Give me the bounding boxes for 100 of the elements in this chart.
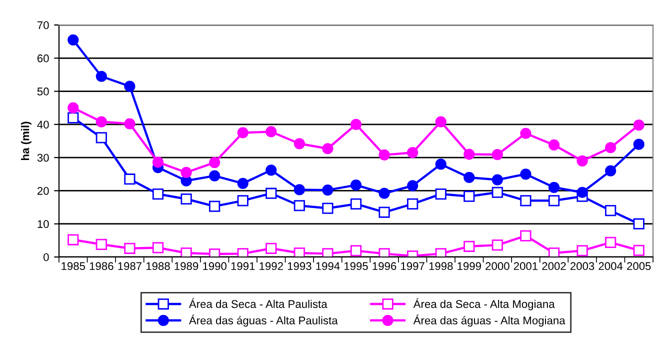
y-tick-label: 60 xyxy=(37,54,49,62)
point xyxy=(378,149,390,160)
point xyxy=(548,182,560,193)
point xyxy=(294,184,305,196)
legend-label: Área da Seca - Alta Paulista xyxy=(188,298,328,308)
point xyxy=(68,234,79,246)
point xyxy=(96,70,107,82)
point xyxy=(435,248,446,257)
x-tick-label: 1992 xyxy=(260,262,283,270)
point xyxy=(322,184,334,196)
point xyxy=(152,156,164,168)
x-tick-label: 1991 xyxy=(231,262,255,270)
legend-label: Área da Seca - Alta Mogiana xyxy=(413,298,555,310)
y-tick-label: 70 xyxy=(37,21,49,30)
point xyxy=(492,149,503,160)
point xyxy=(407,198,418,210)
legend-label: Área das águas - Alta Mogiana xyxy=(413,314,566,327)
point xyxy=(548,195,560,206)
point xyxy=(492,240,503,251)
point xyxy=(633,120,644,131)
point xyxy=(124,174,136,185)
point xyxy=(633,244,644,256)
y-tick-label: 20 xyxy=(37,186,49,195)
y-tick-label: 0 xyxy=(44,253,49,262)
point xyxy=(237,248,248,257)
point xyxy=(180,193,192,205)
point xyxy=(124,80,136,92)
x-tick-label: 1999 xyxy=(458,262,481,270)
point xyxy=(266,242,277,254)
point xyxy=(407,147,418,158)
point xyxy=(492,174,503,186)
point xyxy=(435,158,446,170)
point xyxy=(605,165,616,176)
x-tick-label: 1998 xyxy=(429,262,453,270)
x-tick-label: 2003 xyxy=(570,262,594,270)
point xyxy=(209,156,220,168)
point xyxy=(576,186,588,198)
point xyxy=(605,205,616,216)
point xyxy=(180,166,192,178)
x-tick-label: 2005 xyxy=(627,262,651,270)
point xyxy=(350,198,362,210)
point xyxy=(124,242,136,254)
point xyxy=(633,218,644,230)
point xyxy=(520,195,532,206)
y-axis-title: ha (mil) xyxy=(21,122,32,160)
x-tick-label: 1985 xyxy=(62,262,86,270)
point xyxy=(96,238,107,250)
point xyxy=(378,248,390,257)
x-tick-label: 2002 xyxy=(542,262,566,270)
x-tick-label: 1995 xyxy=(344,262,368,270)
y-tick-label: 30 xyxy=(37,154,49,162)
point xyxy=(266,188,277,199)
point xyxy=(576,245,588,256)
point xyxy=(152,188,164,200)
point xyxy=(237,178,248,189)
x-tick-label: 1997 xyxy=(401,262,424,270)
point xyxy=(520,230,532,242)
point xyxy=(407,180,418,192)
point xyxy=(464,148,475,160)
point xyxy=(294,138,305,150)
point xyxy=(322,202,334,214)
point xyxy=(548,139,560,151)
point xyxy=(378,188,390,199)
point xyxy=(605,236,616,248)
legend-label: Área das águas - Alta Paulista xyxy=(188,314,338,327)
point xyxy=(209,200,220,212)
x-tick-label: 1996 xyxy=(372,262,396,270)
point xyxy=(464,190,475,202)
point xyxy=(152,242,164,254)
point xyxy=(209,248,220,257)
point xyxy=(464,172,475,184)
x-tick-label: 1988 xyxy=(146,262,170,270)
point xyxy=(180,247,192,257)
point xyxy=(548,247,560,257)
point xyxy=(322,143,334,154)
point xyxy=(350,245,362,256)
point xyxy=(633,138,644,150)
x-tick-label: 2004 xyxy=(598,262,623,270)
point xyxy=(209,170,220,182)
point xyxy=(96,132,107,144)
point xyxy=(464,240,475,252)
point xyxy=(294,200,305,212)
x-tick-label: 1993 xyxy=(288,262,312,270)
x-tick-label: 1994 xyxy=(316,262,340,270)
point xyxy=(435,188,446,200)
x-tick-label: 1989 xyxy=(174,262,198,270)
y-tick-label: 40 xyxy=(37,120,49,129)
point xyxy=(68,102,79,114)
point xyxy=(124,118,136,130)
point xyxy=(68,112,79,124)
point xyxy=(266,126,277,138)
x-tick-label: 2001 xyxy=(514,262,538,270)
point xyxy=(520,128,532,139)
point xyxy=(520,168,532,180)
point xyxy=(294,247,305,257)
point xyxy=(576,155,588,166)
point xyxy=(237,195,248,206)
point xyxy=(492,186,503,198)
point xyxy=(322,248,334,257)
point xyxy=(378,206,390,218)
